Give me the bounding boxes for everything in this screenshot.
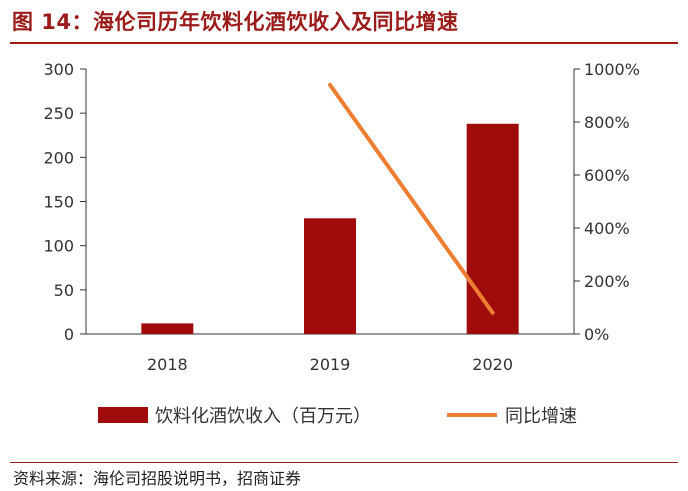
y-tick-label-right: 0% bbox=[584, 325, 609, 344]
figure-title: 图 14：海伦司历年饮料化酒饮收入及同比增速 bbox=[12, 10, 459, 34]
y-tick-label-left: 100 bbox=[43, 237, 74, 256]
y-tick-label-right: 200% bbox=[584, 272, 630, 291]
footer-divider bbox=[10, 462, 678, 463]
y-tick-label-right: 800% bbox=[584, 113, 630, 132]
bar-series bbox=[141, 123, 519, 335]
title-divider bbox=[10, 42, 678, 44]
bar-2019 bbox=[304, 218, 356, 334]
y-tick-label-left: 50 bbox=[54, 281, 74, 300]
bar-2018 bbox=[141, 323, 194, 334]
y-tick-label-right: 600% bbox=[584, 166, 630, 185]
legend-line-label: 同比增速 bbox=[505, 406, 577, 427]
source-note: 资料来源：海伦司招股说明书，招商证券 bbox=[13, 469, 302, 488]
growth-line bbox=[328, 82, 495, 315]
legend-bar-label: 饮料化酒饮收入（百万元） bbox=[155, 406, 371, 427]
x-tick-label: 2018 bbox=[147, 355, 188, 374]
bar-2020 bbox=[466, 123, 519, 335]
x-tick-labels: 2018 2019 2020 bbox=[147, 355, 513, 374]
line-series bbox=[328, 82, 495, 315]
y-tick-label-left: 0 bbox=[64, 325, 74, 344]
y-tick-label-left: 150 bbox=[43, 193, 74, 212]
legend: 饮料化酒饮收入（百万元） 同比增速 bbox=[98, 406, 577, 427]
legend-bar-swatch bbox=[98, 407, 148, 423]
x-tick-label: 2020 bbox=[472, 355, 513, 374]
y-tick-label-right: 1000% bbox=[584, 60, 640, 79]
y-tick-label-left: 200 bbox=[43, 148, 74, 167]
y-tick-label-right: 400% bbox=[584, 219, 630, 238]
x-tick-label: 2019 bbox=[310, 355, 351, 374]
y-tick-label-left: 250 bbox=[43, 104, 74, 123]
y-tick-label-left: 300 bbox=[43, 60, 74, 79]
